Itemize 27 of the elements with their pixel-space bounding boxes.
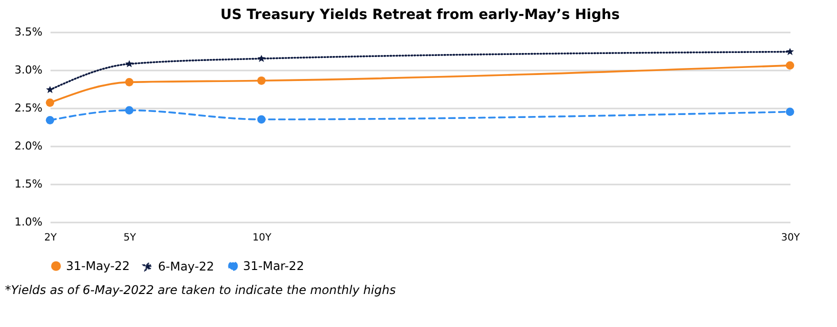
legend-label: 6-May-22	[158, 259, 214, 274]
point	[257, 76, 266, 85]
y-tick-label: 2.0%	[14, 140, 42, 152]
y-tick-label: 3.5%	[14, 26, 42, 38]
point	[46, 86, 54, 94]
chart-title: US Treasury Yields Retreat from early-May’s Highs	[220, 7, 620, 23]
y-tick-label: 3.0%	[14, 64, 42, 76]
y-tick-label: 1.0%	[14, 216, 42, 228]
text: *Yields as of 6-May-2022 are taken to indicate the monthly highs	[5, 283, 396, 297]
point	[257, 115, 266, 124]
x-tick-label: 2Y	[44, 232, 58, 244]
legend-label: 31-Mar-22	[243, 259, 304, 274]
point	[125, 78, 134, 86]
point	[125, 106, 134, 114]
point	[786, 61, 794, 70]
point	[46, 116, 54, 124]
point	[786, 108, 794, 116]
y-tick-label: 2.5%	[14, 102, 42, 114]
x-tick-label: 30Y	[781, 232, 801, 244]
y-tick-label: 1.5%	[14, 178, 42, 190]
x-tick-label: 10Y	[252, 232, 272, 244]
point	[257, 54, 266, 62]
point	[46, 98, 54, 107]
point	[786, 48, 794, 56]
point	[125, 60, 134, 68]
x-tick-label: 5Y	[124, 232, 137, 244]
legend-label: 31-May-22	[66, 259, 130, 274]
